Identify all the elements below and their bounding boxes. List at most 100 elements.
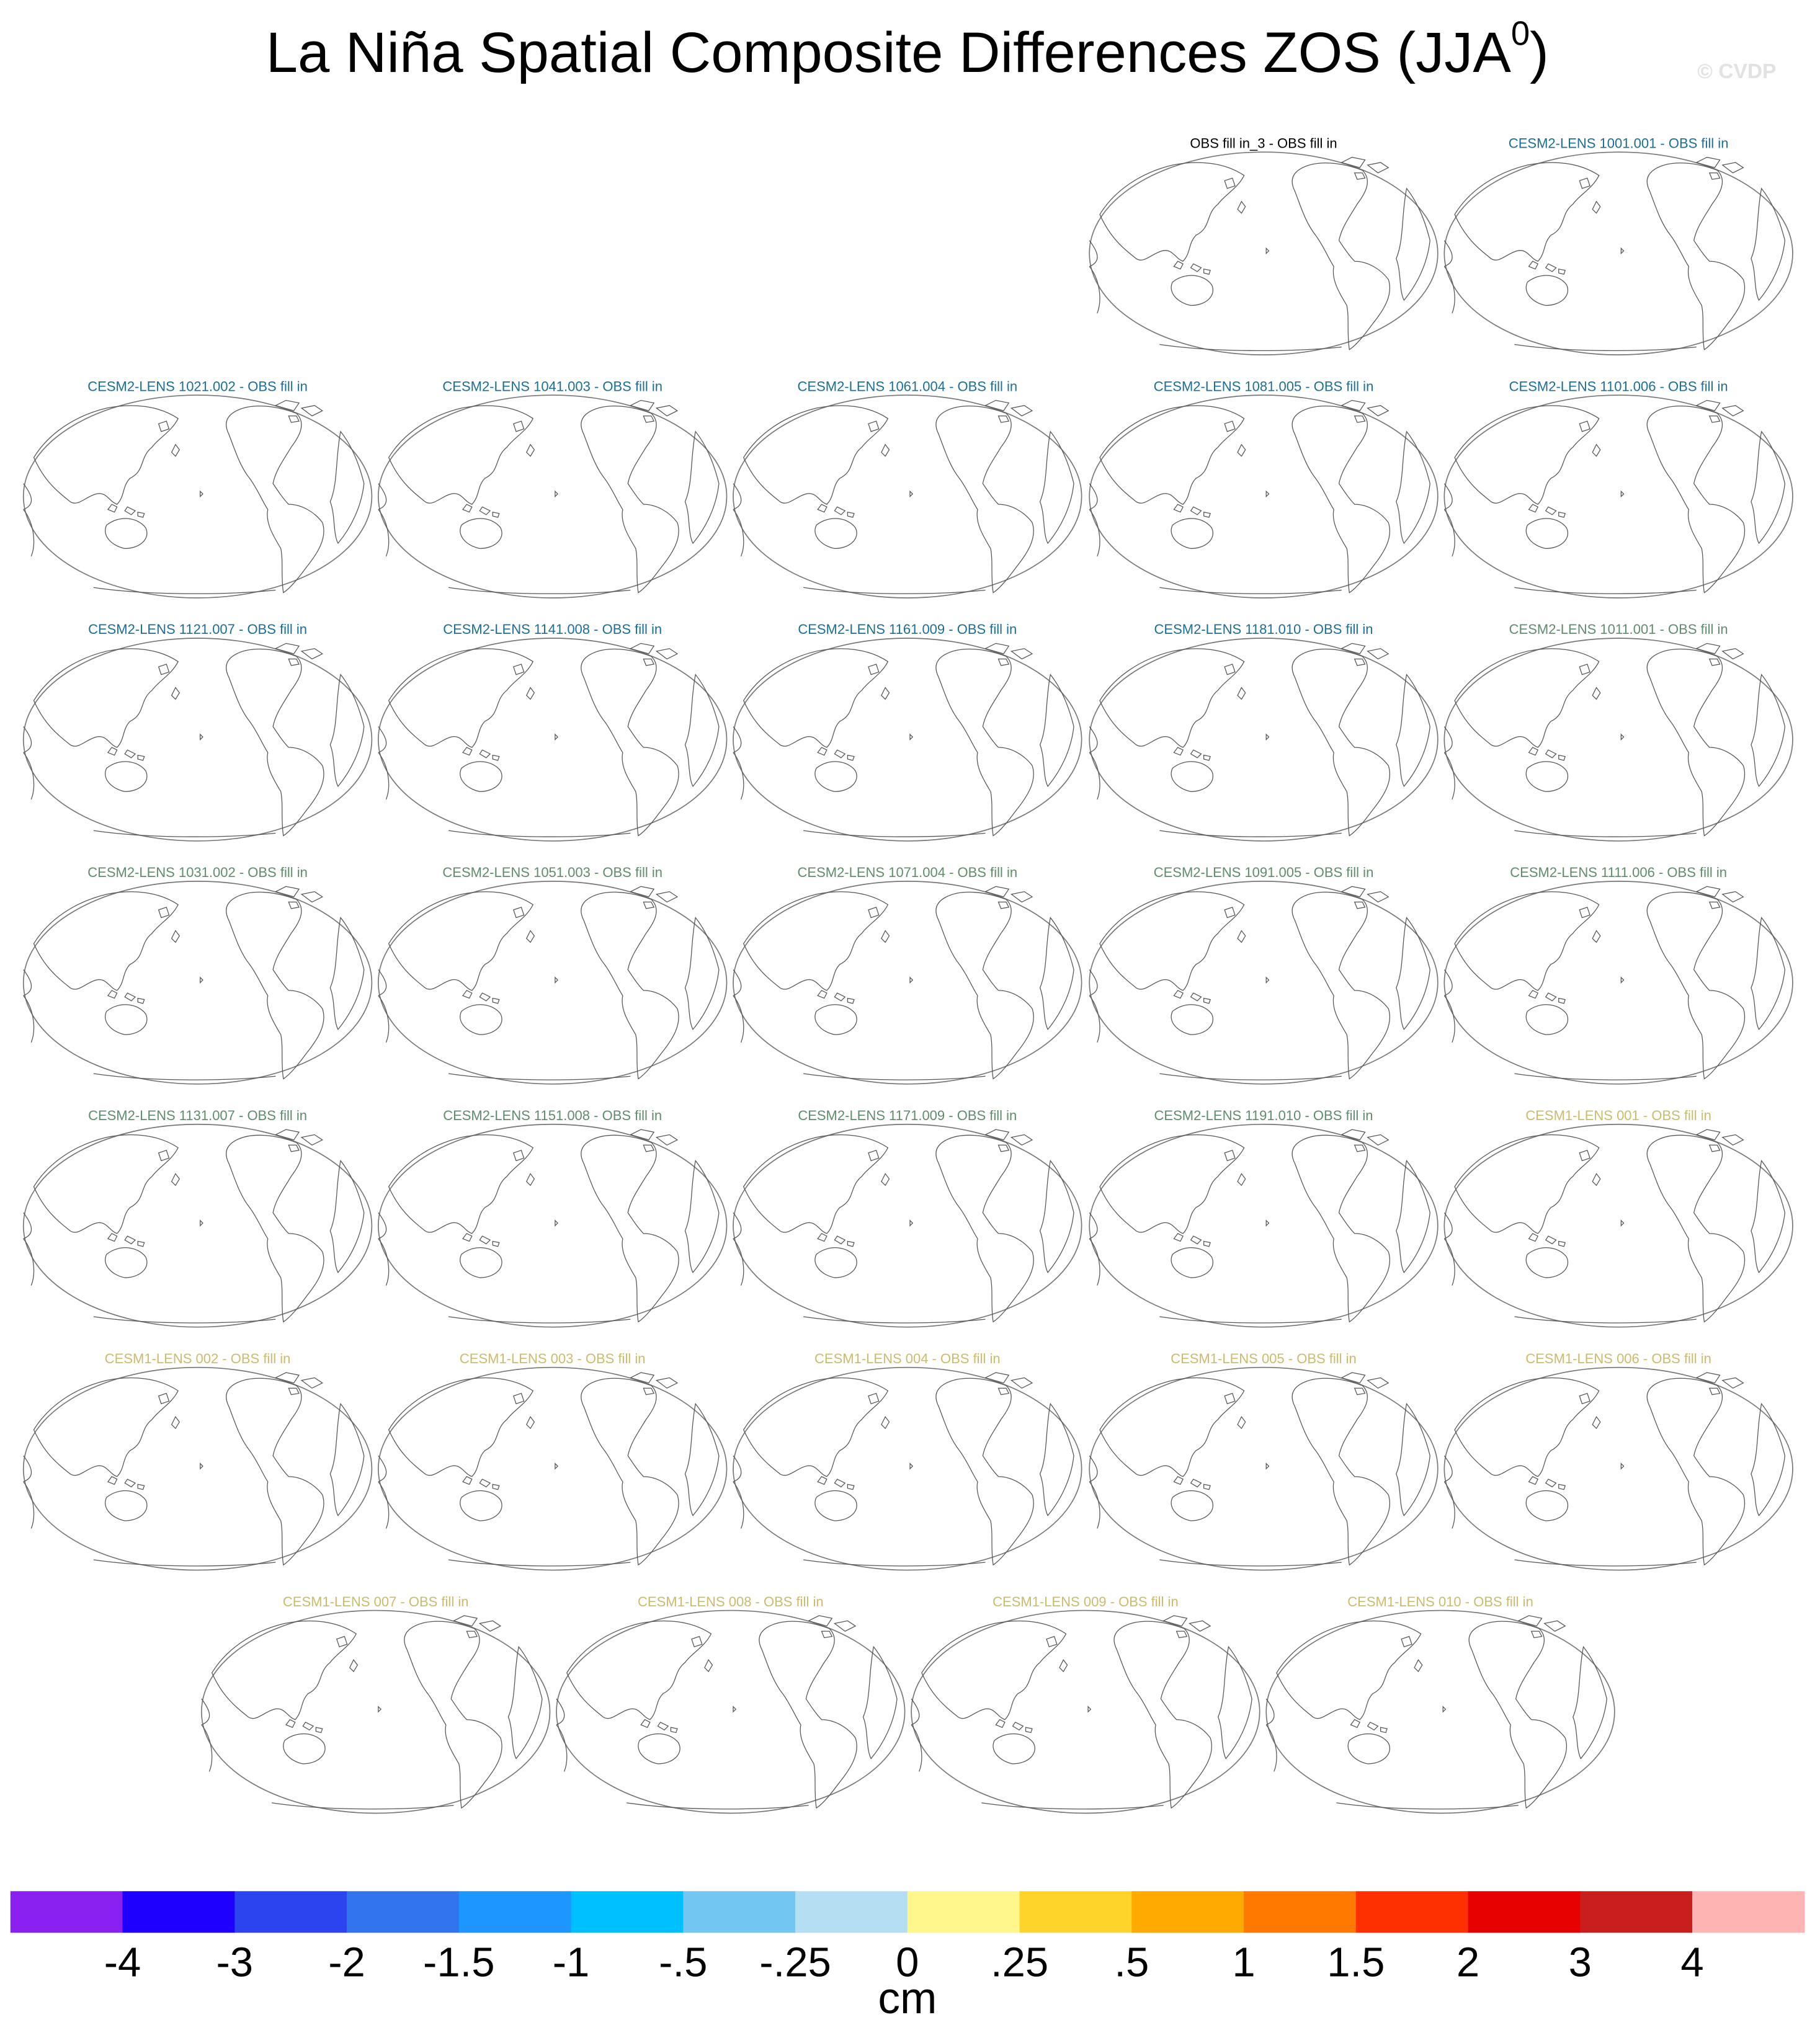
map-panel: CESM1-LENS 007 - OBS fill in xyxy=(201,1594,551,1814)
map xyxy=(378,1123,728,1328)
title-end: ) xyxy=(1530,21,1549,85)
map-panel: CESM2-LENS 1071.004 - OBS fill in xyxy=(733,865,1082,1085)
colorbar-label: 1.5 xyxy=(1327,1939,1385,1985)
map-panel: CESM1-LENS 001 - OBS fill in xyxy=(1443,1108,1793,1328)
panel-title: CESM2-LENS 1031.002 - OBS fill in xyxy=(87,865,308,880)
panel-title: CESM1-LENS 009 - OBS fill in xyxy=(993,1594,1179,1609)
copyright: © CVDP xyxy=(1697,60,1776,83)
map-panel: CESM1-LENS 006 - OBS fill in xyxy=(1443,1351,1793,1571)
panel-title: CESM1-LENS 005 - OBS fill in xyxy=(1171,1351,1357,1366)
colorbar-box xyxy=(347,1891,460,1933)
colorbar-box xyxy=(10,1891,123,1933)
colorbar-box xyxy=(1580,1891,1693,1933)
colorbar-box xyxy=(1468,1891,1581,1933)
map xyxy=(22,638,373,842)
map-panel: CESM2-LENS 1181.010 - OBS fill in xyxy=(1089,621,1439,842)
map xyxy=(1443,151,1793,355)
map xyxy=(911,1609,1260,1814)
panel-title: CESM1-LENS 008 - OBS fill in xyxy=(638,1594,824,1609)
map-panel: CESM1-LENS 003 - OBS fill in xyxy=(378,1351,728,1571)
map xyxy=(1443,1366,1793,1571)
panel-title: CESM2-LENS 1071.004 - OBS fill in xyxy=(798,865,1018,880)
panel-title: CESM2-LENS 1101.006 - OBS fill in xyxy=(1509,378,1728,394)
map xyxy=(1089,394,1439,599)
colorbar-label: -4 xyxy=(104,1939,141,1985)
map xyxy=(733,638,1082,842)
map-panel: CESM2-LENS 1081.005 - OBS fill in xyxy=(1089,378,1439,599)
colorbar-units: cm xyxy=(878,1974,937,2023)
colorbar-box xyxy=(795,1891,908,1933)
colorbar-box xyxy=(1355,1891,1469,1933)
panel-title: CESM2-LENS 1181.010 - OBS fill in xyxy=(1154,621,1373,637)
colorbar-box xyxy=(1692,1891,1805,1933)
panel-title: CESM2-LENS 1141.008 - OBS fill in xyxy=(443,621,662,637)
panel-title: CESM1-LENS 010 - OBS fill in xyxy=(1347,1594,1533,1609)
panel-title: CESM2-LENS 1001.001 - OBS fill in xyxy=(1509,135,1729,151)
panel-title: CESM2-LENS 1161.009 - OBS fill in xyxy=(798,621,1017,637)
panel-title: CESM2-LENS 1151.008 - OBS fill in xyxy=(443,1108,662,1123)
map-panel: CESM2-LENS 1161.009 - OBS fill in xyxy=(733,621,1082,842)
colorbar-box xyxy=(683,1891,796,1933)
map-panel: CESM1-LENS 005 - OBS fill in xyxy=(1089,1351,1439,1571)
map xyxy=(1443,638,1793,842)
colorbar-label: -3 xyxy=(216,1939,253,1985)
panel-title: CESM2-LENS 1121.007 - OBS fill in xyxy=(88,621,307,637)
panel-title: CESM2-LENS 1091.005 - OBS fill in xyxy=(1154,865,1374,880)
colorbar-box xyxy=(122,1891,235,1933)
colorbar-label: 4 xyxy=(1680,1939,1703,1985)
map-panel: CESM2-LENS 1001.001 - OBS fill in xyxy=(1443,135,1793,355)
panel-title: CESM1-LENS 007 - OBS fill in xyxy=(283,1594,469,1609)
colorbar-box xyxy=(234,1891,347,1933)
map xyxy=(1265,1609,1615,1814)
colorbar-label: -1.5 xyxy=(423,1939,495,1985)
colorbar-box xyxy=(458,1891,572,1933)
map-panel: CESM2-LENS 1151.008 - OBS fill in xyxy=(378,1108,728,1328)
map-panel: CESM1-LENS 009 - OBS fill in xyxy=(911,1594,1260,1814)
map-panel: CESM2-LENS 1131.007 - OBS fill in xyxy=(22,1108,373,1328)
title-superscript: 0 xyxy=(1511,15,1530,53)
map xyxy=(1089,151,1439,355)
map xyxy=(378,1366,728,1571)
map xyxy=(1089,638,1439,842)
map-panel: CESM2-LENS 1141.008 - OBS fill in xyxy=(378,621,728,842)
panel-title: CESM2-LENS 1041.003 - OBS fill in xyxy=(442,378,662,394)
map xyxy=(22,881,373,1085)
map xyxy=(556,1609,906,1814)
colorbar-label: 1 xyxy=(1232,1939,1255,1985)
map-panel: OBS fill in_3 - OBS fill in xyxy=(1089,135,1439,355)
map-panel: CESM2-LENS 1091.005 - OBS fill in xyxy=(1089,865,1439,1085)
map xyxy=(1089,881,1439,1085)
colorbar-label: .5 xyxy=(1114,1939,1149,1985)
map xyxy=(378,394,728,599)
map-panel: CESM2-LENS 1041.003 - OBS fill in xyxy=(378,378,728,599)
panel-title: CESM1-LENS 004 - OBS fill in xyxy=(814,1351,1001,1366)
panel-title: CESM1-LENS 006 - OBS fill in xyxy=(1525,1351,1711,1366)
map-panel: CESM2-LENS 1121.007 - OBS fill in xyxy=(22,621,373,842)
map xyxy=(1443,881,1793,1085)
map-panel: CESM2-LENS 1031.002 - OBS fill in xyxy=(22,865,373,1085)
map-panel: CESM1-LENS 008 - OBS fill in xyxy=(556,1594,906,1814)
figure-title: La Niña Spatial Composite Differences ZO… xyxy=(266,15,1549,84)
colorbar-label: 3 xyxy=(1569,1939,1592,1985)
map xyxy=(1089,1366,1439,1571)
panel-title: CESM2-LENS 1081.005 - OBS fill in xyxy=(1154,378,1374,394)
map-panel: CESM2-LENS 1111.006 - OBS fill in xyxy=(1443,865,1793,1085)
map-panel: CESM1-LENS 010 - OBS fill in xyxy=(1265,1594,1615,1814)
map xyxy=(22,1123,373,1328)
colorbar-box xyxy=(1131,1891,1244,1933)
colorbar-label: -1 xyxy=(553,1939,590,1985)
map-panel: CESM2-LENS 1051.003 - OBS fill in xyxy=(378,865,728,1085)
map-panel: CESM2-LENS 1101.006 - OBS fill in xyxy=(1443,378,1793,599)
map-panel: CESM1-LENS 004 - OBS fill in xyxy=(733,1351,1082,1571)
panel-title: CESM1-LENS 002 - OBS fill in xyxy=(105,1351,291,1366)
colorbar-box xyxy=(571,1891,684,1933)
colorbar-label: -.5 xyxy=(659,1939,707,1985)
map-panel: CESM2-LENS 1171.009 - OBS fill in xyxy=(733,1108,1082,1328)
colorbar-box xyxy=(1244,1891,1357,1933)
map xyxy=(733,881,1082,1085)
colorbar-label: .25 xyxy=(991,1939,1048,1985)
map-panel: CESM2-LENS 1011.001 - OBS fill in xyxy=(1443,621,1793,842)
panel-title: CESM1-LENS 001 - OBS fill in xyxy=(1525,1108,1711,1123)
